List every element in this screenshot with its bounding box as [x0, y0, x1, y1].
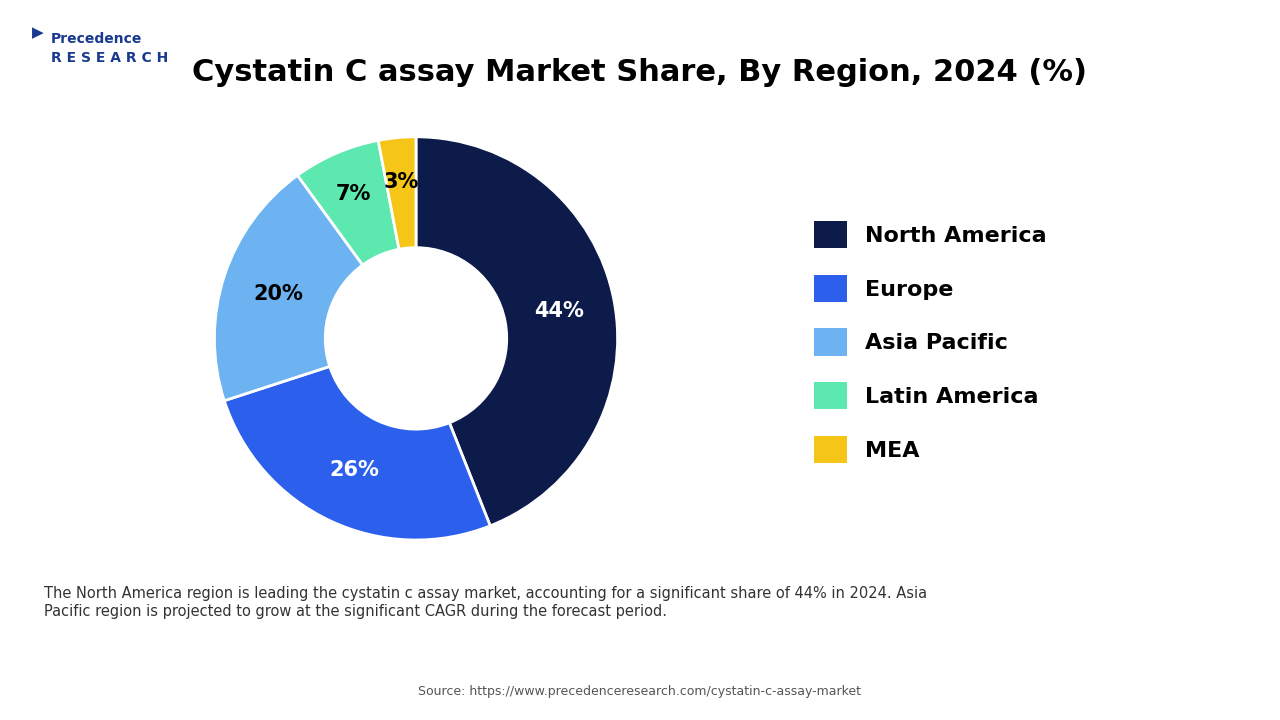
Text: 20%: 20% [253, 284, 303, 304]
Text: Precedence
R E S E A R C H: Precedence R E S E A R C H [51, 32, 169, 65]
Text: 26%: 26% [329, 460, 379, 480]
Legend: North America, Europe, Asia Pacific, Latin America, MEA: North America, Europe, Asia Pacific, Lat… [805, 212, 1055, 472]
Wedge shape [215, 175, 362, 401]
Text: 44%: 44% [534, 301, 584, 321]
Text: 3%: 3% [384, 172, 419, 192]
Wedge shape [378, 137, 416, 249]
Text: Cystatin C assay Market Share, By Region, 2024 (%): Cystatin C assay Market Share, By Region… [192, 58, 1088, 86]
Text: Source: https://www.precedenceresearch.com/cystatin-c-assay-market: Source: https://www.precedenceresearch.c… [419, 685, 861, 698]
Wedge shape [224, 366, 490, 540]
Wedge shape [416, 137, 617, 526]
Text: ▶: ▶ [32, 25, 44, 40]
Text: The North America region is leading the cystatin c assay market, accounting for : The North America region is leading the … [44, 586, 927, 618]
Text: 7%: 7% [335, 184, 371, 204]
Wedge shape [297, 140, 399, 265]
